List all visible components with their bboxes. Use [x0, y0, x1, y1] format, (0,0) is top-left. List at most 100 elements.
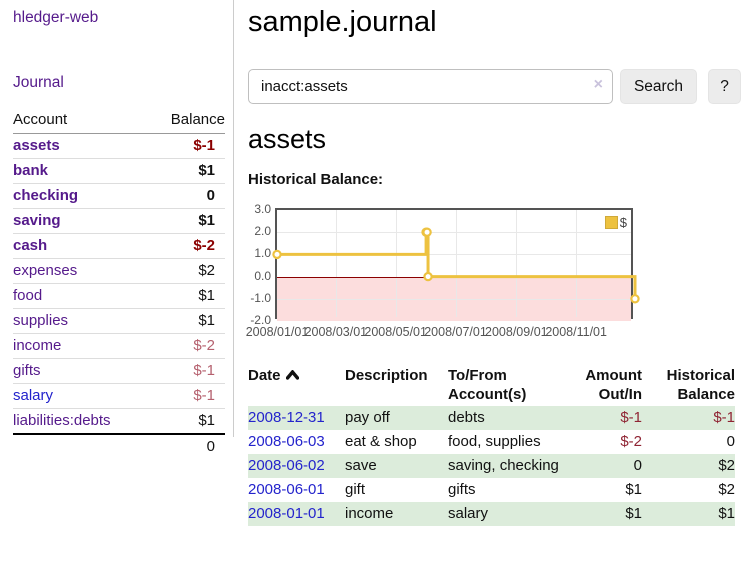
account-balance: $-1	[149, 358, 225, 384]
account-link-salary[interactable]: salary	[13, 387, 54, 404]
column-header-description: Description	[345, 367, 428, 384]
account-balance: $-2	[149, 333, 225, 359]
y-axis-tick-label: 1.0	[254, 246, 271, 261]
account-link-bank[interactable]: bank	[13, 162, 49, 179]
accounts-total-row: 0	[13, 433, 225, 459]
y-axis-tick-label: -1.0	[250, 290, 271, 305]
transaction-balance: $2	[718, 481, 735, 498]
account-balance: $1	[149, 408, 225, 434]
account-link-expenses[interactable]: expenses	[13, 262, 78, 279]
main-content: sample.journal × Search ? assets Histori…	[246, 0, 742, 526]
account-row-salary: salary $-1	[13, 383, 225, 409]
legend-swatch-dollar	[604, 216, 618, 229]
transaction-accounts: saving, checking	[448, 457, 559, 474]
transaction-date-link[interactable]: 2008-06-02	[248, 457, 325, 474]
account-link-supplies[interactable]: supplies	[13, 312, 69, 329]
x-axis-tick-label: 2008/07/01	[424, 325, 487, 339]
search-button[interactable]: Search	[620, 69, 697, 104]
y-axis-tick-label: 2.0	[254, 224, 271, 239]
sidebar: hledger-web Journal Account Balance asse…	[0, 0, 234, 459]
transaction-amount: $1	[625, 481, 642, 498]
transaction-description: save	[345, 457, 377, 474]
historical-balance-chart: $ 3.0 2.0 1.0 0.0 -1.0 -2.0 2008/01/01 2008/03/…	[246, 202, 640, 339]
transaction-amount: 0	[633, 457, 642, 474]
account-row-checking: checking 0	[13, 183, 225, 209]
h-gridline	[277, 298, 631, 300]
account-row-income: income $-2	[13, 333, 225, 359]
account-link-cash[interactable]: cash	[13, 237, 48, 254]
sidebar-item-journal[interactable]: Journal	[13, 74, 64, 91]
transaction-balance: $-1	[713, 409, 735, 426]
account-row-cash: cash $-2	[13, 233, 225, 259]
column-header-accounts: To/From Account(s)	[448, 367, 527, 403]
account-balance: $-2	[149, 233, 225, 259]
account-link-food[interactable]: food	[13, 287, 43, 304]
search-input[interactable]	[248, 69, 613, 104]
y-axis-tick-label: -2.0	[250, 313, 271, 327]
account-balance: $1	[149, 208, 225, 234]
transaction-description: eat & shop	[345, 433, 417, 450]
accounts-total-value: 0	[149, 433, 225, 459]
page-title: sample.journal	[248, 6, 437, 38]
v-gridline	[516, 210, 518, 317]
account-row-assets: assets $-1	[13, 134, 225, 159]
app-brand-link[interactable]: hledger-web	[13, 9, 99, 26]
transaction-date-link[interactable]: 2008-06-01	[248, 481, 325, 498]
account-balance: 0	[149, 183, 225, 209]
accounts-header-balance: Balance	[149, 108, 225, 134]
clear-search-icon[interactable]: ×	[593, 76, 603, 93]
transaction-row: 2008-06-01 gift gifts $1 $2	[248, 478, 735, 502]
sort-ascending-icon	[285, 366, 299, 385]
transaction-accounts: salary	[448, 505, 489, 522]
account-link-liabilities-debts[interactable]: liabilities:debts	[13, 412, 111, 429]
transaction-description: pay off	[345, 409, 390, 426]
data-point-marker	[630, 294, 640, 304]
legend-label: $	[619, 215, 627, 230]
data-point-marker	[423, 271, 433, 282]
search-form: × Search ?	[248, 69, 742, 104]
chart-title: Historical Balance:	[248, 171, 384, 188]
account-balance: $1	[149, 283, 225, 309]
account-row-supplies: supplies $1	[13, 308, 225, 334]
transaction-description: gift	[345, 481, 366, 498]
transaction-amount: $-1	[620, 409, 642, 426]
account-balance: $-1	[193, 137, 215, 154]
help-button[interactable]: ?	[708, 69, 741, 104]
account-link-saving[interactable]: saving	[13, 212, 61, 229]
accounts-table: Account Balance assets $-1 bank $1 check…	[13, 108, 225, 459]
column-header-date[interactable]: Date	[248, 364, 345, 406]
transaction-row: 2008-12-31 pay off debts $-1 $-1	[248, 406, 735, 430]
account-link-assets[interactable]: assets	[13, 137, 60, 154]
transaction-row: 2008-06-02 save saving, checking 0 $2	[248, 454, 735, 478]
column-header-balance: Historical Balance	[666, 367, 735, 403]
transaction-accounts: food, supplies	[448, 433, 541, 450]
account-balance: $-1	[149, 383, 225, 409]
data-point-marker	[272, 249, 282, 260]
account-heading: assets	[248, 124, 327, 154]
account-row-gifts: gifts $-1	[13, 358, 225, 384]
transaction-row: 2008-06-03 eat & shop food, supplies $-2…	[248, 430, 735, 454]
v-gridline	[576, 210, 578, 317]
transaction-date-link[interactable]: 2008-01-01	[248, 505, 325, 522]
account-balance: $1	[149, 308, 225, 334]
v-gridline	[335, 210, 337, 317]
account-row-saving: saving $1	[13, 208, 225, 234]
account-link-income[interactable]: income	[13, 337, 62, 354]
transaction-amount: $-2	[620, 433, 642, 450]
x-axis-tick-label: 2008/09/01	[485, 325, 548, 339]
account-link-gifts[interactable]: gifts	[13, 362, 41, 379]
transaction-accounts: debts	[448, 409, 485, 426]
transaction-row: 2008-01-01 income salary $1 $1	[248, 502, 735, 526]
account-row-food: food $1	[13, 283, 225, 309]
series-line-dollar	[272, 227, 640, 304]
transaction-date-link[interactable]: 2008-12-31	[248, 409, 325, 426]
x-axis-tick-label: 2008/03/01	[304, 325, 368, 339]
account-balance: $2	[149, 258, 225, 284]
account-balance: $1	[149, 158, 225, 184]
transactions-header-row: Date Description To/From Account(s) Amou…	[248, 364, 735, 406]
transaction-date-link[interactable]: 2008-06-03	[248, 433, 325, 450]
transaction-amount: $1	[625, 505, 642, 522]
v-gridline	[395, 210, 397, 317]
account-link-checking[interactable]: checking	[13, 187, 79, 204]
transaction-balance: $2	[718, 457, 735, 474]
